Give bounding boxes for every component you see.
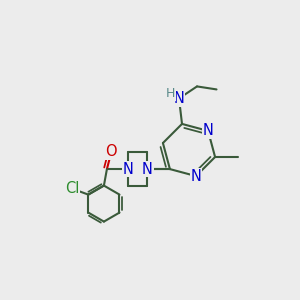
- Text: O: O: [106, 144, 117, 159]
- Text: N: N: [190, 169, 201, 184]
- Text: N: N: [122, 162, 133, 177]
- Text: H: H: [166, 87, 175, 101]
- Text: N: N: [142, 162, 153, 177]
- Text: Cl: Cl: [64, 181, 79, 196]
- Text: N: N: [174, 91, 184, 106]
- Text: N: N: [203, 123, 214, 138]
